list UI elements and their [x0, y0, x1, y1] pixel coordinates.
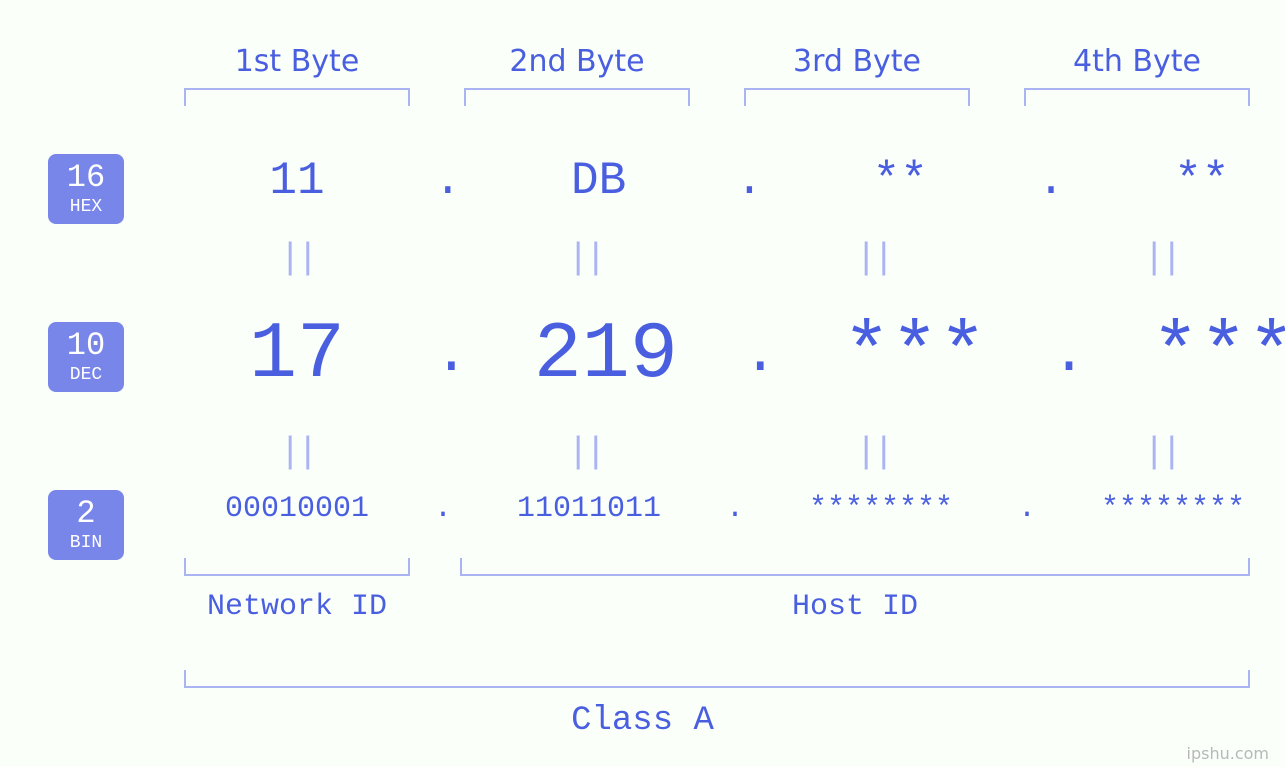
base-badge-hex: 16 HEX: [48, 154, 124, 224]
row-bin: 00010001 . 11011011 . ******** . *******…: [160, 492, 1255, 526]
dot-icon: .: [1052, 323, 1087, 388]
base-badge-bin-number: 2: [76, 498, 95, 530]
equals-icon: ||: [736, 238, 1010, 279]
dot-icon: .: [434, 323, 469, 388]
bin-byte-3: ********: [744, 492, 1018, 526]
dec-byte-1: 17: [160, 310, 434, 401]
equals-icon: ||: [736, 432, 1010, 473]
equals-icon: ||: [160, 432, 434, 473]
dot-icon: .: [726, 492, 744, 526]
dot-icon: .: [434, 155, 462, 207]
dot-icon: .: [743, 323, 778, 388]
equals-icon: ||: [1024, 238, 1285, 279]
dot-icon: .: [736, 155, 764, 207]
ip-class-label: Class A: [0, 702, 1285, 740]
host-id-bracket: [460, 558, 1250, 576]
class-bracket: [184, 670, 1250, 688]
byte-bracket-top-3: [744, 88, 970, 106]
dec-byte-4: ***: [1086, 310, 1285, 401]
base-badge-hex-name: HEX: [70, 198, 102, 216]
equals-icon: ||: [160, 238, 434, 279]
dec-byte-3: ***: [778, 310, 1052, 401]
byte-header-4: 4th Byte: [1024, 44, 1250, 79]
base-badge-bin-name: BIN: [70, 534, 102, 552]
equals-icon: ||: [448, 432, 722, 473]
dot-icon: .: [1037, 155, 1065, 207]
dot-icon: .: [1018, 492, 1036, 526]
host-id-label: Host ID: [460, 590, 1250, 624]
base-badge-hex-number: 16: [67, 162, 105, 194]
byte-bracket-top-4: [1024, 88, 1250, 106]
hex-byte-1: 11: [160, 155, 434, 207]
equals-icon: ||: [448, 238, 722, 279]
base-badge-dec-number: 10: [67, 330, 105, 362]
base-badge-dec-name: DEC: [70, 366, 102, 384]
equals-row-2: || || || ||: [160, 432, 1255, 473]
hex-byte-3: **: [763, 155, 1037, 207]
bin-byte-1: 00010001: [160, 492, 434, 526]
watermark-text: ipshu.com: [1187, 744, 1269, 763]
byte-bracket-top-1: [184, 88, 410, 106]
byte-bracket-top-2: [464, 88, 690, 106]
dec-byte-2: 219: [469, 310, 743, 401]
network-id-bracket: [184, 558, 410, 576]
equals-row-1: || || || ||: [160, 238, 1255, 279]
byte-header-3: 3rd Byte: [744, 44, 970, 79]
row-hex: 11 . DB . ** . **: [160, 155, 1255, 207]
byte-header-1: 1st Byte: [184, 44, 410, 79]
base-badge-bin: 2 BIN: [48, 490, 124, 560]
dot-icon: .: [434, 492, 452, 526]
bin-byte-2: 11011011: [452, 492, 726, 526]
row-dec: 17 . 219 . *** . ***: [160, 310, 1255, 401]
hex-byte-2: DB: [462, 155, 736, 207]
base-badge-dec: 10 DEC: [48, 322, 124, 392]
hex-byte-4: **: [1065, 155, 1285, 207]
bin-byte-4: ********: [1036, 492, 1285, 526]
byte-header-2: 2nd Byte: [464, 44, 690, 79]
network-id-label: Network ID: [184, 590, 410, 624]
equals-icon: ||: [1024, 432, 1285, 473]
